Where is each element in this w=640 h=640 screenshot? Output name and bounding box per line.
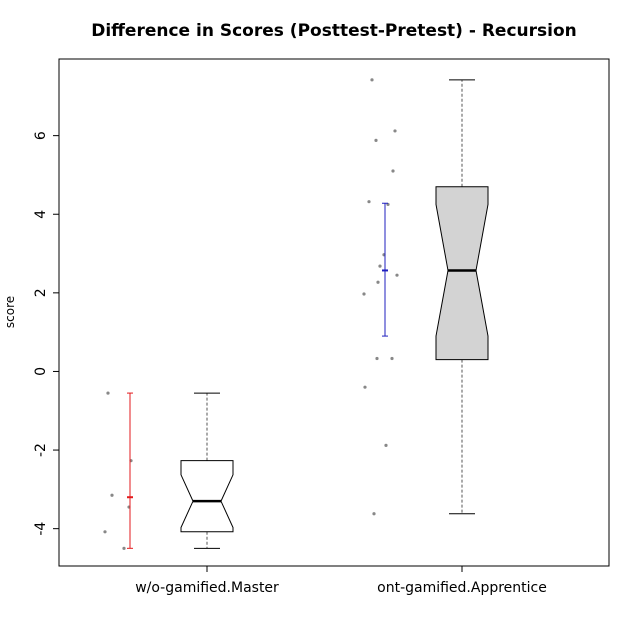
data-point — [122, 546, 126, 550]
x-tick-label: w/o-gamified.Master — [135, 580, 279, 596]
data-point — [370, 78, 374, 82]
plot-frame — [58, 58, 610, 567]
notched-box — [180, 460, 234, 533]
data-point — [390, 356, 394, 361]
x-tick-label: ont-gamified.Apprentice — [377, 580, 547, 596]
data-point — [362, 292, 366, 296]
data-point — [395, 273, 399, 277]
data-point — [384, 443, 388, 447]
y-tick-label: -4 — [33, 522, 49, 536]
data-point — [110, 493, 114, 497]
data-point — [378, 264, 382, 268]
data-point — [374, 138, 378, 142]
data-point — [103, 530, 107, 534]
data-point — [391, 169, 395, 173]
y-tick-label: 6 — [33, 131, 49, 140]
box-group — [103, 391, 234, 550]
y-tick-label: 0 — [33, 367, 49, 376]
y-axis: -4 -2 0 2 4 6 — [33, 131, 59, 536]
chart-title: Difference in Scores (Posttest-Pretest) … — [91, 21, 577, 41]
data-point — [363, 385, 367, 389]
data-point — [367, 200, 371, 204]
y-tick-label: 2 — [33, 288, 49, 297]
y-tick-label: -2 — [33, 443, 49, 457]
data-point — [393, 129, 397, 133]
y-axis-label: score — [3, 296, 17, 328]
notched-box — [435, 186, 489, 361]
box-group — [362, 78, 489, 516]
y-tick-label: 4 — [33, 210, 49, 219]
x-axis: w/o-gamified.Master ont-gamified.Apprenti… — [135, 566, 547, 596]
data-point — [376, 280, 380, 284]
data-point — [372, 512, 376, 516]
data-point — [375, 356, 379, 361]
data-point — [106, 391, 110, 395]
chart-marks — [103, 78, 489, 550]
